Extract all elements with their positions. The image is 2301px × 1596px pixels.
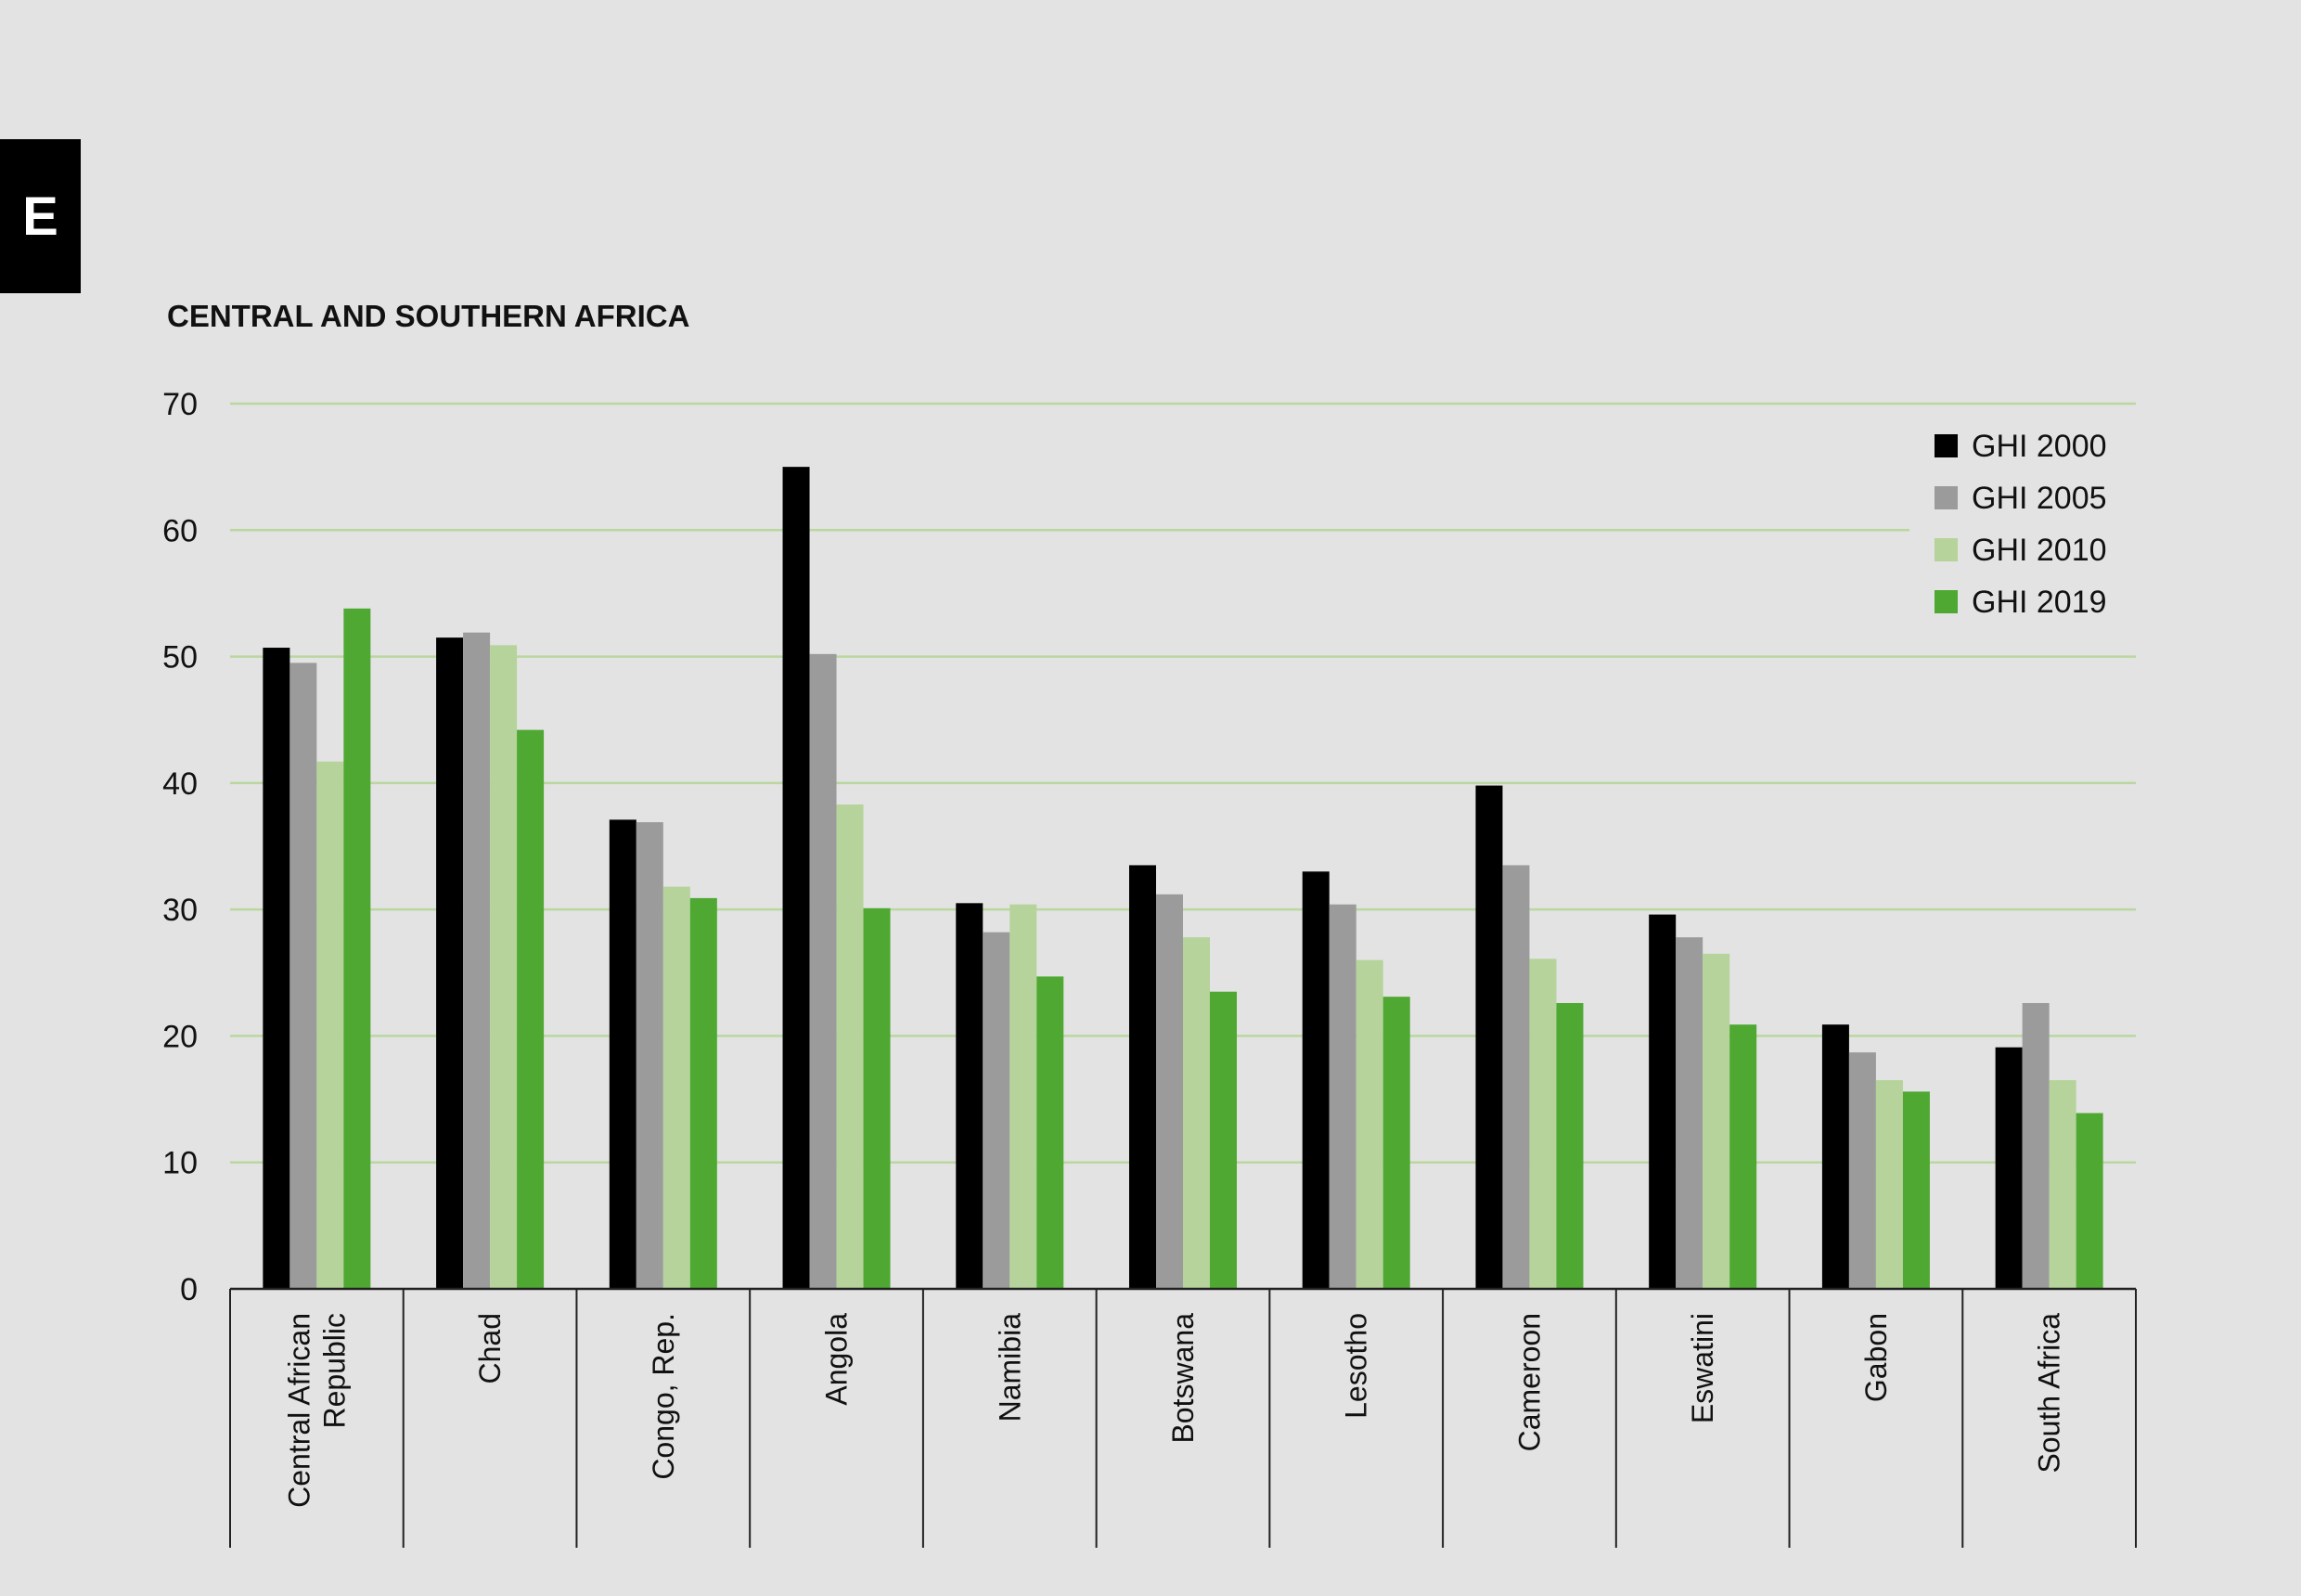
bar <box>809 653 837 1289</box>
bar <box>863 907 891 1289</box>
x-category-label: Eswatini <box>1686 1313 1719 1423</box>
bar <box>1649 914 1677 1289</box>
x-category-label: Angola <box>820 1313 854 1406</box>
legend-label: GHI 2019 <box>1972 585 2107 620</box>
bar <box>782 467 810 1290</box>
bar <box>1902 1091 1930 1289</box>
x-category-label: Botswana <box>1166 1313 1200 1444</box>
bar <box>2022 1002 2050 1289</box>
bar <box>1009 904 1037 1289</box>
x-category-label: Republic <box>317 1313 351 1429</box>
bar <box>289 663 317 1289</box>
bar <box>1875 1080 1903 1289</box>
x-category-label: Gabon <box>1859 1313 1893 1402</box>
x-category-label: Chad <box>473 1313 507 1384</box>
bar <box>1329 904 1356 1289</box>
y-tick-label: 30 <box>162 893 198 928</box>
bar <box>436 637 464 1289</box>
axis-layer: 0 10 20 30 40 50 60 70 Central African Republic Ch… <box>162 387 2137 1548</box>
bar <box>343 608 371 1289</box>
bar <box>316 761 344 1289</box>
legend-swatch <box>1935 486 1958 509</box>
bar <box>2076 1113 2103 1289</box>
bar <box>689 897 717 1289</box>
bar <box>1183 937 1210 1289</box>
y-tick-label: 60 <box>162 513 198 548</box>
bar <box>463 632 491 1289</box>
bar <box>1129 865 1156 1289</box>
section-tab: E <box>0 139 81 293</box>
bar <box>836 804 864 1289</box>
x-category-label: Congo, Rep. <box>647 1313 680 1480</box>
bar <box>1729 1024 1757 1289</box>
bar <box>1502 865 1530 1289</box>
bar <box>636 822 663 1289</box>
x-category-label: Lesotho <box>1340 1313 1373 1419</box>
bar <box>1821 1024 1849 1289</box>
legend-swatch <box>1935 590 1958 613</box>
bar <box>1676 937 1703 1289</box>
bar <box>263 648 290 1289</box>
bar <box>1156 894 1183 1289</box>
legend-label: GHI 2000 <box>1972 429 2107 464</box>
bar <box>1995 1047 2023 1289</box>
x-category-label: Cameroon <box>1512 1313 1546 1451</box>
y-tick-label: 50 <box>162 640 198 676</box>
bar <box>956 903 983 1289</box>
bar <box>1302 871 1330 1289</box>
bar <box>1556 1002 1584 1289</box>
bar <box>2049 1080 2076 1289</box>
bar <box>1848 1052 1876 1289</box>
bar <box>517 729 545 1289</box>
x-category-label: Central African <box>282 1313 315 1508</box>
bar <box>1356 959 1383 1289</box>
chart-title: CENTRAL AND SOUTHERN AFRICA <box>167 299 689 333</box>
bar <box>983 932 1010 1289</box>
y-tick-label: 0 <box>180 1272 198 1307</box>
y-tick-label: 20 <box>162 1019 198 1054</box>
bar <box>1529 959 1557 1289</box>
legend: GHI 2000 GHI 2005 GHI 2010 GHI 2019 <box>1935 429 2107 620</box>
legend-swatch <box>1935 434 1958 457</box>
bar <box>1382 997 1410 1289</box>
x-category-label: South Africa <box>2033 1313 2066 1474</box>
bar <box>490 645 518 1289</box>
y-tick-label: 10 <box>162 1146 198 1181</box>
legend-label: GHI 2010 <box>1972 533 2107 568</box>
y-tick-label: 70 <box>162 387 198 422</box>
bar <box>609 819 636 1289</box>
legend-label: GHI 2005 <box>1972 481 2107 516</box>
x-category-label: Namibia <box>993 1313 1026 1422</box>
bar <box>1475 785 1503 1289</box>
bar <box>1210 991 1237 1289</box>
bar <box>1036 976 1064 1289</box>
bar <box>1703 953 1730 1289</box>
bars-layer <box>263 467 2103 1290</box>
bar <box>662 886 690 1289</box>
legend-swatch <box>1935 538 1958 561</box>
y-tick-label: 40 <box>162 766 198 802</box>
